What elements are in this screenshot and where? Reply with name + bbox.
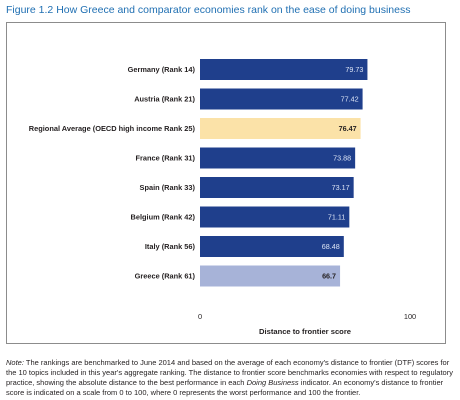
- value-label: 68.48: [322, 242, 340, 251]
- bar-chart: Germany (Rank 14) 79.73 Austria (Rank 21) 7…: [29, 59, 416, 336]
- category-label: Spain (Rank 33): [140, 183, 196, 192]
- bar: [200, 88, 363, 110]
- category-label: Germany (Rank 14): [128, 65, 196, 74]
- chart-panel: Germany (Rank 14) 79.73 Austria (Rank 21) 7…: [6, 22, 446, 344]
- value-label: 76.47: [339, 124, 357, 133]
- bar: [200, 206, 350, 228]
- figure-title: Figure 1.2 How Greece and comparator eco…: [6, 4, 411, 16]
- x-tick-label: 0: [198, 312, 202, 321]
- value-label: 79.73: [345, 65, 363, 74]
- bar: [200, 236, 344, 257]
- value-label: 71.11: [328, 213, 345, 222]
- category-label: Greece (Rank 61): [135, 272, 196, 281]
- note-label: Note:: [6, 358, 24, 367]
- note-text-part2: indicator. An economy's distance to fron…: [6, 378, 444, 397]
- category-label: Belgium (Rank 42): [131, 213, 196, 222]
- bar: [200, 147, 356, 169]
- note-text-part1: The rankings are benchmarked to June 201…: [6, 358, 453, 387]
- note-emphasis: Doing Business: [246, 378, 299, 387]
- value-label: 73.88: [333, 154, 351, 163]
- bar: [200, 177, 354, 198]
- category-label: Italy (Rank 56): [145, 242, 196, 251]
- bar: [200, 59, 368, 80]
- x-tick-label: 100: [404, 312, 416, 321]
- bar: [200, 265, 341, 287]
- chart-note: Note: The rankings are benchmarked to Ju…: [6, 358, 454, 398]
- value-label: 66.7: [322, 272, 336, 281]
- category-label: Regional Average (OECD high income Rank …: [29, 124, 196, 133]
- category-label: France (Rank 31): [135, 154, 195, 163]
- category-label: Austria (Rank 21): [134, 95, 195, 104]
- value-label: 73.17: [332, 183, 350, 192]
- value-label: 77.42: [341, 95, 359, 104]
- bar: [200, 118, 361, 139]
- x-axis-title: Distance to frontier score: [259, 327, 351, 336]
